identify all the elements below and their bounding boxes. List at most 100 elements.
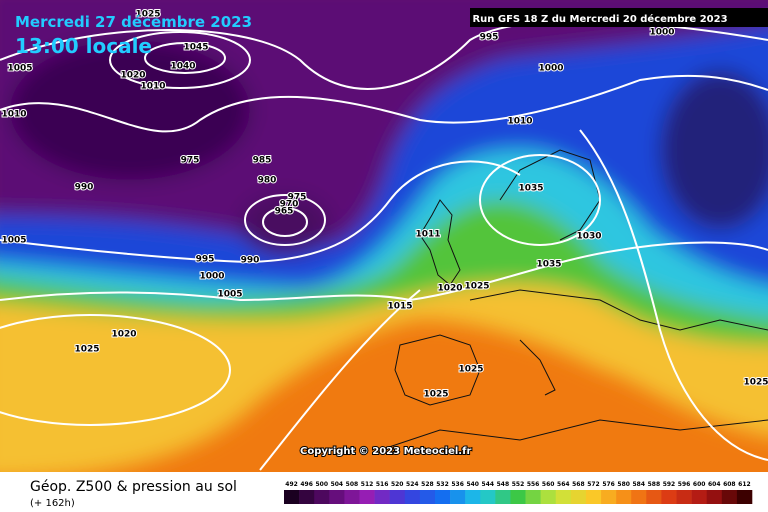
color-swatch bbox=[661, 490, 677, 504]
footer-lead: (+ 162h) bbox=[30, 498, 75, 509]
isobar bbox=[259, 289, 421, 471]
run-label: Run GFS 18 Z du Mercredi 20 décembre 202… bbox=[472, 13, 727, 25]
color-scale-label: 556 bbox=[527, 481, 540, 488]
color-scale-label: 568 bbox=[572, 481, 585, 488]
color-scale-label: 608 bbox=[723, 481, 736, 488]
isobar-label: 1020 bbox=[120, 71, 145, 81]
color-scale-label: 584 bbox=[633, 481, 646, 488]
isobar-label: 1010 bbox=[1, 110, 26, 120]
field-navy bbox=[660, 70, 768, 230]
color-swatch bbox=[555, 490, 572, 504]
color-scale-label: 596 bbox=[678, 481, 691, 488]
isobar-label: 1010 bbox=[140, 82, 165, 92]
color-scale-label: 564 bbox=[557, 481, 570, 488]
color-scale-label: 492 bbox=[285, 481, 298, 488]
coast-europe bbox=[469, 289, 768, 331]
isobar-label: 1025 bbox=[458, 365, 483, 375]
color-swatch bbox=[525, 490, 541, 504]
color-swatch bbox=[691, 490, 708, 504]
isobar bbox=[244, 194, 326, 246]
color-swatch bbox=[314, 490, 330, 504]
isobar-label: 1000 bbox=[538, 64, 563, 74]
isobar-label: 1040 bbox=[170, 62, 195, 72]
isobar-label: 995 bbox=[480, 33, 499, 43]
isobar-label: 965 bbox=[275, 207, 294, 217]
isobar-label: 985 bbox=[253, 156, 272, 166]
color-swatch bbox=[359, 490, 375, 504]
color-swatch bbox=[570, 490, 587, 504]
coast-italy bbox=[519, 339, 556, 396]
coast-iberia bbox=[394, 334, 481, 406]
color-scale-label: 572 bbox=[587, 481, 600, 488]
color-scale-label: 544 bbox=[482, 481, 495, 488]
color-scale-label: 524 bbox=[406, 481, 419, 488]
isobar-label: 970 bbox=[280, 200, 299, 210]
field-dark-purple bbox=[10, 40, 250, 180]
color-swatch bbox=[374, 490, 390, 504]
color-swatch bbox=[465, 490, 481, 504]
run-box bbox=[470, 8, 768, 27]
color-swatch bbox=[434, 490, 451, 504]
isobar-label: 1025 bbox=[743, 378, 768, 388]
color-swatch bbox=[450, 490, 466, 504]
color-scale-label: 588 bbox=[648, 481, 661, 488]
isobar-label: 1025 bbox=[74, 345, 99, 355]
isobar bbox=[0, 74, 768, 133]
color-scale-label: 536 bbox=[451, 481, 464, 488]
color-scale-label: 512 bbox=[361, 481, 374, 488]
isobar bbox=[579, 129, 768, 461]
color-scale-label: 496 bbox=[300, 481, 313, 488]
isobar-label: 1035 bbox=[536, 260, 561, 270]
color-swatch bbox=[344, 490, 360, 504]
isobar bbox=[109, 31, 251, 89]
isobar-label: 975 bbox=[288, 193, 307, 203]
coastlines bbox=[379, 149, 768, 451]
isobar-label: 1020 bbox=[111, 330, 136, 340]
color-scale-label: 580 bbox=[617, 481, 630, 488]
color-scale-label: 576 bbox=[602, 481, 615, 488]
color-scale-label: 592 bbox=[663, 481, 676, 488]
isobar-label: 980 bbox=[258, 176, 277, 186]
isobar-label: 1045 bbox=[183, 43, 208, 53]
color-scale: 492 496 500 504 508 512 516 520 524 528 532 536 540 5… bbox=[284, 481, 753, 504]
color-scale-label: 504 bbox=[331, 481, 344, 488]
color-scale-label: 552 bbox=[512, 481, 525, 488]
isobar-label: 1000 bbox=[199, 272, 224, 282]
isobar-label: 1005 bbox=[1, 236, 26, 246]
color-swatch bbox=[389, 490, 406, 504]
isobar-label: 1020 bbox=[437, 284, 462, 294]
color-swatch bbox=[329, 490, 345, 504]
color-swatch bbox=[585, 490, 602, 504]
color-swatch bbox=[495, 490, 511, 504]
isobar-label: 1025 bbox=[135, 10, 160, 20]
isobar-label: 1005 bbox=[217, 290, 242, 300]
isobar-label: 1011 bbox=[415, 230, 440, 240]
color-swatch bbox=[706, 490, 723, 504]
color-scale-label: 612 bbox=[738, 481, 751, 488]
copyright: Copyright © 2023 Meteociel.fr bbox=[300, 446, 471, 457]
isobar bbox=[479, 154, 601, 246]
color-swatch bbox=[404, 490, 421, 504]
isobar-label: 1030 bbox=[576, 232, 601, 242]
isobar-label: 1000 bbox=[649, 28, 674, 38]
isobar-label: 990 bbox=[241, 256, 260, 266]
isobar-label: 1025 bbox=[464, 282, 489, 292]
forecast-date: Mercredi 27 décembre 2023 bbox=[15, 13, 252, 31]
color-scale-label: 600 bbox=[693, 481, 706, 488]
coast-scandinavia bbox=[499, 149, 601, 241]
color-swatch bbox=[419, 490, 436, 504]
color-swatch bbox=[616, 490, 632, 504]
color-swatch bbox=[721, 490, 738, 504]
isobar-label: 995 bbox=[196, 255, 215, 265]
color-scale-label: 532 bbox=[436, 481, 449, 488]
color-swatch bbox=[631, 490, 647, 504]
coast-britain bbox=[419, 199, 461, 286]
isobar bbox=[262, 207, 308, 237]
color-scale-label: 508 bbox=[346, 481, 359, 488]
isobar bbox=[0, 160, 521, 264]
color-swatch bbox=[480, 490, 496, 504]
isobar-label: 1035 bbox=[518, 184, 543, 194]
color-swatch bbox=[601, 490, 617, 504]
